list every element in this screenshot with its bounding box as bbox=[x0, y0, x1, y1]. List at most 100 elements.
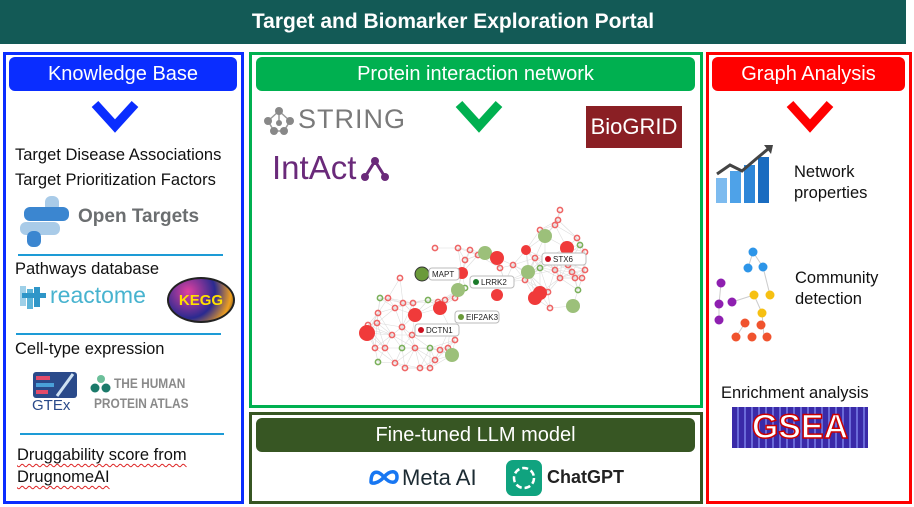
network-edge bbox=[394, 347, 416, 364]
network-node bbox=[398, 323, 406, 331]
reactome-logo-icon bbox=[20, 286, 46, 309]
divider bbox=[20, 433, 224, 435]
network-edge bbox=[444, 297, 456, 301]
network-node bbox=[536, 264, 544, 272]
graph-analysis-header: Graph Analysis bbox=[712, 57, 905, 91]
network-edge bbox=[401, 302, 404, 328]
network-node bbox=[391, 304, 399, 312]
network-edge bbox=[374, 322, 378, 349]
network-node bbox=[509, 261, 517, 269]
network-edge bbox=[554, 269, 576, 279]
chevron-down-icon bbox=[455, 100, 503, 133]
network-node bbox=[426, 344, 434, 352]
network-edge bbox=[367, 322, 378, 326]
reactome-logo[interactable]: reactome bbox=[50, 282, 146, 308]
gtex-logo-icon bbox=[33, 372, 77, 398]
network-hub-node bbox=[521, 245, 531, 255]
chevron-down-icon bbox=[91, 100, 139, 133]
divider bbox=[16, 333, 221, 335]
community-detection-label: Community detection bbox=[795, 269, 879, 308]
network-node-label-text: STX6 bbox=[553, 255, 574, 264]
kegg-logo[interactable]: KEGG bbox=[167, 277, 235, 323]
network-edge bbox=[367, 324, 393, 336]
network-node bbox=[571, 274, 579, 282]
network-edge bbox=[391, 334, 416, 349]
network-node bbox=[371, 344, 379, 352]
target-prioritization-factors: Target Prioritization Factors bbox=[15, 171, 216, 189]
network-edge bbox=[534, 257, 541, 269]
network-edge bbox=[374, 334, 393, 349]
network-node bbox=[431, 356, 439, 364]
network-node bbox=[556, 274, 564, 282]
portal-title: Target and Biomarker Exploration Portal bbox=[0, 0, 906, 44]
network-edge bbox=[512, 257, 536, 266]
network-edge bbox=[376, 312, 379, 324]
network-node bbox=[568, 268, 576, 276]
network-node bbox=[376, 294, 384, 302]
network-node bbox=[556, 206, 564, 214]
network-edge bbox=[447, 339, 456, 349]
network-node-label: DCTN1 bbox=[414, 323, 460, 337]
network-hub-node bbox=[560, 241, 574, 255]
hpa-logo-line2[interactable]: PROTEIN ATLAS bbox=[94, 395, 189, 411]
network-node-label: LRRK2 bbox=[469, 275, 515, 289]
network-node bbox=[461, 256, 469, 264]
network-edge bbox=[394, 302, 404, 309]
meta-ai-logo[interactable]: Meta AI bbox=[402, 465, 477, 490]
network-edge bbox=[394, 362, 421, 369]
network-hub-node bbox=[490, 251, 504, 265]
network-edge bbox=[557, 209, 561, 221]
network-node bbox=[411, 344, 419, 352]
chatgpt-logo[interactable]: ChatGPT bbox=[547, 467, 625, 487]
open-targets-logo[interactable]: Open Targets bbox=[78, 206, 200, 227]
network-node bbox=[373, 319, 381, 327]
gtex-logo[interactable]: GTEx bbox=[32, 397, 71, 414]
network-node bbox=[454, 244, 462, 252]
network-edge bbox=[414, 347, 436, 361]
network-node bbox=[554, 216, 562, 224]
network-edge bbox=[554, 269, 561, 279]
network-node bbox=[551, 221, 559, 229]
network-node bbox=[381, 344, 389, 352]
network-edge bbox=[376, 322, 403, 328]
open-targets-logo-icon bbox=[20, 196, 69, 247]
network-node bbox=[441, 296, 449, 304]
network-node-label: STX6 bbox=[541, 252, 587, 266]
network-edge bbox=[376, 307, 396, 324]
network-node bbox=[436, 346, 444, 354]
network-node bbox=[424, 296, 432, 304]
network-node bbox=[581, 266, 589, 274]
hpa-logo-line1[interactable]: THE HUMAN bbox=[114, 375, 186, 391]
network-edge bbox=[401, 302, 414, 328]
gsea-logo[interactable]: GSEA bbox=[732, 407, 868, 448]
string-logo[interactable]: STRING bbox=[298, 104, 407, 134]
network-properties-label: Network properties bbox=[794, 163, 868, 202]
protein-network-header: Protein interaction network bbox=[256, 57, 695, 91]
druggability-line2: DrugnomeAI bbox=[17, 468, 110, 486]
intact-logo[interactable]: IntAct bbox=[272, 149, 357, 186]
network-node-label: MAPT bbox=[428, 267, 460, 281]
llm-header: Fine-tuned LLM model bbox=[256, 418, 695, 452]
network-hub-node bbox=[414, 266, 430, 282]
network-node-label-text: EIF2AK3 bbox=[466, 313, 499, 322]
network-hub-node bbox=[445, 348, 459, 362]
bar-chart-trend-icon bbox=[716, 145, 773, 203]
network-node bbox=[401, 364, 409, 372]
network-hub-node bbox=[408, 308, 422, 322]
network-node bbox=[531, 254, 539, 262]
network-edge bbox=[554, 224, 578, 239]
network-hub-node bbox=[566, 299, 580, 313]
network-node bbox=[574, 286, 582, 294]
network-edge bbox=[559, 277, 579, 291]
network-edge bbox=[399, 277, 404, 304]
chatgpt-logo-icon bbox=[506, 460, 542, 496]
network-edge bbox=[376, 322, 386, 349]
network-node bbox=[431, 244, 439, 252]
network-node bbox=[578, 274, 586, 282]
network-edge bbox=[412, 301, 439, 304]
network-node bbox=[388, 331, 396, 339]
network-edge bbox=[427, 299, 439, 303]
biogrid-logo[interactable]: BioGRID bbox=[586, 106, 682, 148]
network-edge bbox=[539, 267, 549, 293]
network-edge bbox=[429, 359, 436, 369]
